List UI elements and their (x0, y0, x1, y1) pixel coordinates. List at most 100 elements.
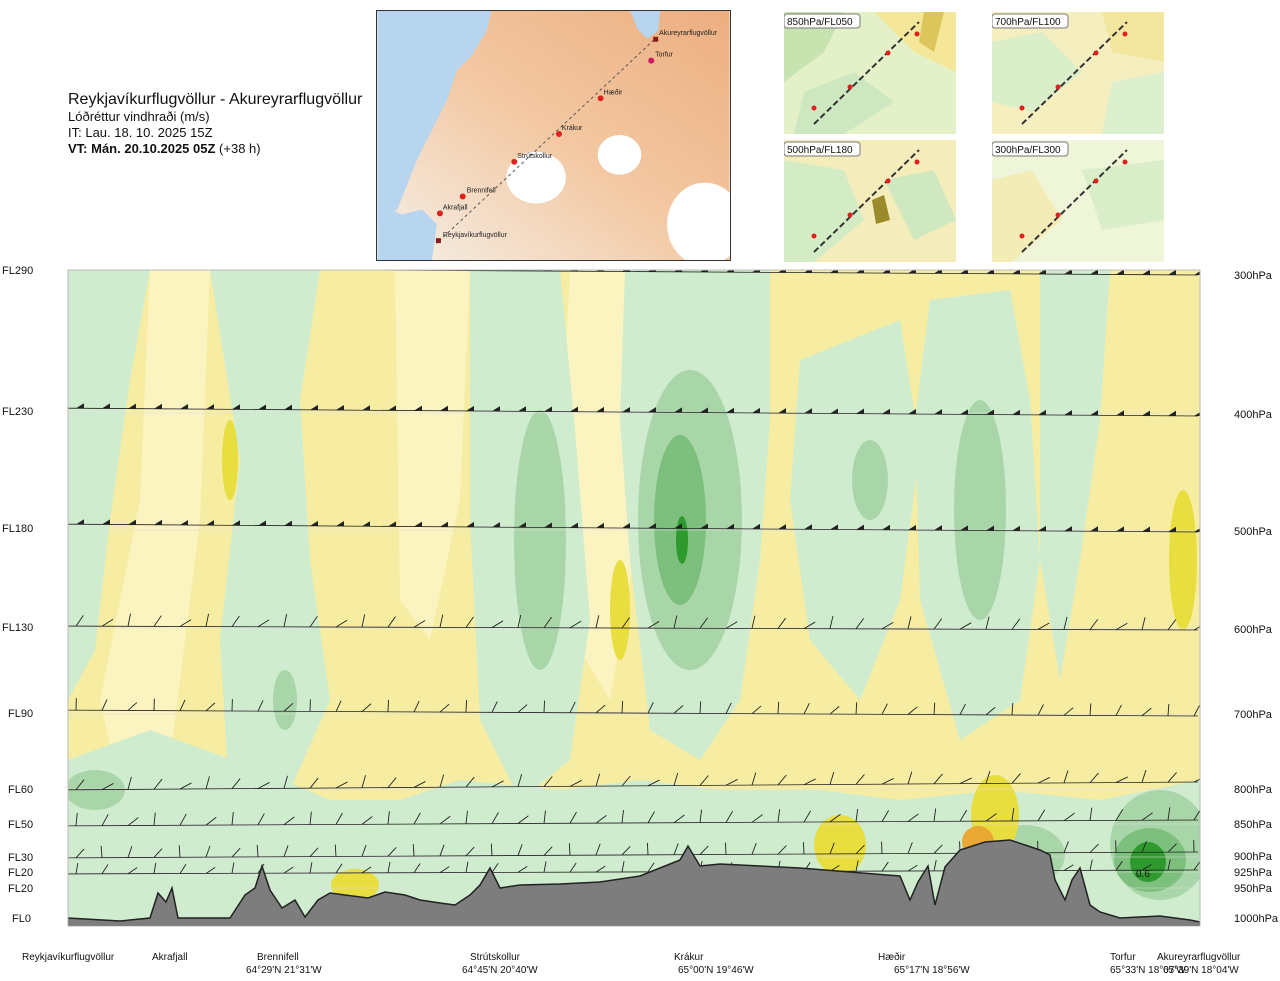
variable-subtitle: Lóðréttur vindhraði (m/s) (68, 109, 210, 124)
wind-barb (231, 847, 241, 858)
barb-row-line (68, 851, 1199, 859)
field-light-green (470, 270, 590, 800)
wind-barb (647, 862, 655, 873)
wind-barb (439, 844, 445, 857)
right-label-300: 300hPa (1234, 270, 1273, 282)
wind-barb (1116, 270, 1124, 275)
station-krakur: Krákur (674, 952, 704, 963)
wind-barb (491, 701, 498, 713)
wind-barb (361, 866, 372, 874)
field-deep-green (676, 516, 688, 564)
wind-barb (752, 270, 760, 273)
wind-barb (907, 616, 912, 630)
wind-barb (440, 521, 448, 527)
wind-barb (569, 780, 582, 787)
wind-barb (205, 776, 210, 789)
wind-barb (1141, 769, 1147, 783)
wind-barb (362, 265, 370, 270)
wind-barb (960, 409, 968, 415)
field-mid-green (68, 770, 125, 810)
wind-barb (466, 521, 474, 527)
wind-barb (387, 847, 397, 857)
wind-barb (778, 270, 786, 273)
wind-barb (283, 866, 294, 874)
wind-barb (1011, 808, 1015, 822)
panel-300-label: 300hPa/FL300 (995, 145, 1061, 156)
wind-barb (232, 264, 240, 269)
field-deep-green (1130, 842, 1166, 882)
right-label-925: 925hPa (1234, 867, 1273, 879)
wind-barb (412, 844, 415, 857)
wind-barb (882, 408, 890, 414)
barb-row-line (68, 523, 1199, 533)
wind-barb (830, 270, 838, 273)
wind-barb (362, 521, 370, 527)
wind-barb (127, 817, 139, 826)
wind-barb (829, 771, 835, 785)
wind-barb (283, 816, 295, 826)
wind-barb (387, 777, 397, 788)
wind-barb (206, 520, 214, 526)
wind-barb (907, 771, 913, 785)
wind-barb (257, 700, 264, 712)
wind-barb (180, 403, 188, 409)
wind-barb (413, 863, 421, 873)
wind-barb (50, 613, 52, 626)
wind-barb (258, 404, 266, 410)
wind-barb (127, 613, 131, 627)
wind-barb (1063, 770, 1069, 784)
wind-barb (517, 614, 522, 628)
wind-barb (856, 408, 864, 414)
wind-barb (1063, 841, 1069, 853)
wind-barb (803, 778, 816, 786)
wind-barb (1064, 410, 1072, 416)
wind-barb (517, 844, 523, 856)
wind-barb (725, 621, 738, 629)
wind-barb (1063, 812, 1075, 822)
wind-barb (568, 843, 571, 856)
field-mid-green (985, 825, 1065, 885)
wind-barb (102, 519, 110, 525)
field-mid-green (514, 410, 566, 670)
wind-barb (907, 842, 913, 854)
field-background (68, 270, 1200, 926)
left-label-fl20b: FL20 (8, 883, 33, 895)
wind-barb (231, 778, 241, 789)
wind-barb (284, 520, 292, 526)
wind-barb (725, 702, 732, 714)
map-marker-brennifell (459, 193, 466, 200)
wind-barb (777, 701, 780, 714)
right-axis-labels: 300hPa 400hPa 500hPa 600hPa 700hPa 800hP… (1234, 270, 1279, 925)
wind-barb (985, 616, 990, 630)
right-label-700: 700hPa (1234, 709, 1273, 721)
forecast-offset: (+38 h) (219, 141, 261, 156)
wind-barb (544, 522, 552, 528)
wind-barb (127, 846, 133, 858)
wind-barb (309, 862, 313, 874)
wind-barb (179, 619, 192, 627)
wind-barb (855, 844, 865, 855)
station-strutskollur-coord: 64°45'N 20°40'W (462, 965, 538, 976)
wind-barb (50, 702, 59, 710)
wind-barb (803, 842, 805, 855)
field-light-green (620, 270, 770, 760)
barb-row-line (68, 819, 1199, 827)
wind-barb (543, 846, 553, 856)
wind-barb (1012, 525, 1020, 531)
chart-header: Reykjavíkurflugvöllur - Akureyrarflugvöl… (68, 90, 362, 157)
wind-barb (518, 522, 526, 528)
wind-barb (543, 700, 545, 713)
wind-barb (439, 614, 444, 628)
wind-barb (673, 865, 684, 873)
wind-barb (258, 264, 266, 269)
map-label-haedir: Hæðir (604, 88, 624, 96)
wind-barb (959, 777, 972, 785)
wind-barb (830, 408, 838, 414)
init-time: IT: Lau. 18. 10. 2025 15Z (68, 125, 213, 140)
wind-barb (881, 810, 890, 822)
left-label-fl20a: FL20 (8, 867, 33, 879)
wind-barb (101, 864, 109, 875)
wind-barb (751, 842, 757, 855)
wind-barb (178, 845, 181, 858)
wind-barb (465, 846, 475, 857)
